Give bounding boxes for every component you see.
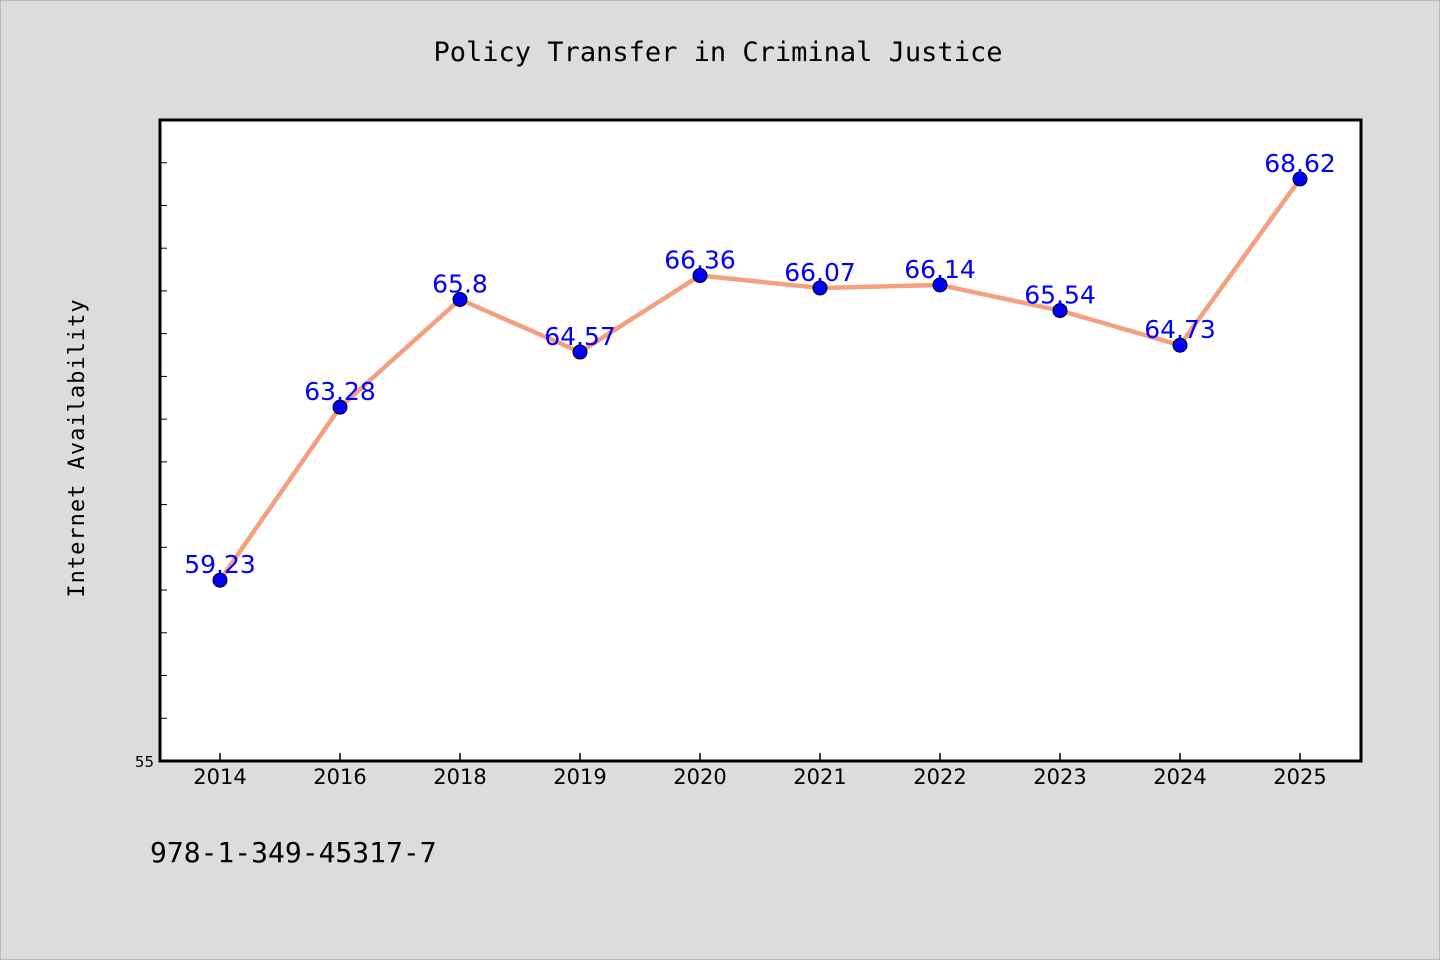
data-label: 65.8 xyxy=(432,269,488,298)
data-point xyxy=(812,280,828,296)
data-point xyxy=(932,277,948,293)
y-axis-ticks: 55 xyxy=(135,162,167,771)
data-point xyxy=(1172,337,1188,353)
data-label: 65.54 xyxy=(1024,281,1096,310)
series-layer: 59.23 63.28 65.8 64.57 66.36 66.07 66.14 65.54 6… xyxy=(184,149,1336,588)
x-tick-label: 2024 xyxy=(1153,765,1206,789)
x-tick-label: 2014 xyxy=(193,765,246,789)
data-label: 66.14 xyxy=(904,255,976,284)
x-tick-label: 2022 xyxy=(913,765,966,789)
data-label: 63.28 xyxy=(304,377,376,406)
data-point xyxy=(1052,303,1068,319)
x-tick-label: 2016 xyxy=(313,765,366,789)
x-tick-label: 2025 xyxy=(1273,765,1326,789)
x-tick-label: 2020 xyxy=(673,765,726,789)
data-label: 66.36 xyxy=(664,246,736,275)
data-label: 64.73 xyxy=(1144,315,1216,344)
data-label: 68.62 xyxy=(1264,149,1336,178)
x-axis-ticks: 2014 2016 2018 2019 2020 2021 2022 2023 2024 2025 xyxy=(193,753,1327,789)
data-point xyxy=(212,572,228,588)
x-tick-label: 2018 xyxy=(433,765,486,789)
x-tick-label: 2019 xyxy=(553,765,606,789)
y-tick-label: 55 xyxy=(135,753,154,771)
x-tick-label: 2021 xyxy=(793,765,846,789)
data-point xyxy=(452,291,468,307)
data-label: 66.07 xyxy=(784,258,856,287)
isbn-text: 978-1-349-45317-7 xyxy=(150,836,437,869)
plot-area xyxy=(158,118,1363,763)
data-point xyxy=(692,268,708,284)
chart-title: Policy Transfer in Criminal Justice xyxy=(434,37,1003,68)
data-point xyxy=(572,344,588,360)
data-label: 59.23 xyxy=(184,550,256,579)
series-line xyxy=(218,177,1302,582)
data-point xyxy=(332,399,348,415)
data-point xyxy=(1292,171,1308,187)
x-tick-label: 2023 xyxy=(1033,765,1086,789)
y-axis-label: Internet Availability xyxy=(65,298,90,597)
data-label: 64.57 xyxy=(544,322,616,351)
